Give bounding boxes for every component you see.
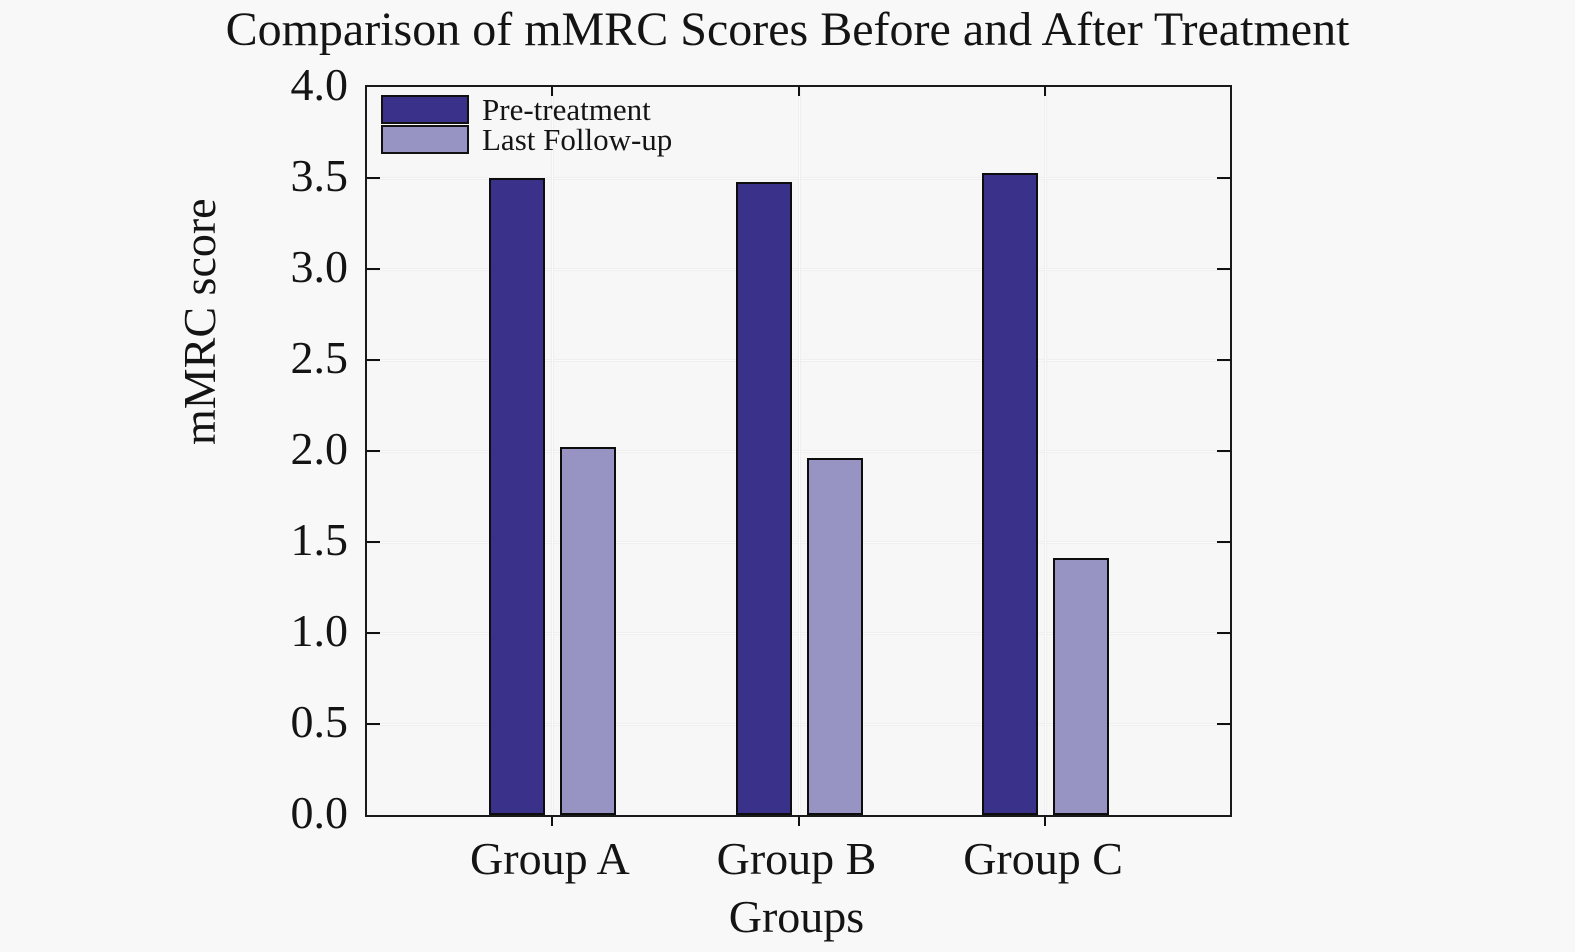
y-tick-left — [367, 632, 380, 634]
y-tick-label: 3.5 — [290, 150, 349, 201]
bar-group-c-last-follow-up — [1053, 558, 1110, 815]
v-gridline — [1044, 87, 1048, 815]
y-tick-left — [367, 268, 380, 270]
plot-area: Pre-treatment Last Follow-up — [365, 85, 1232, 826]
legend-item: Pre-treatment — [381, 91, 672, 127]
x-tick-bottom — [550, 817, 553, 826]
y-tick-right — [1217, 632, 1230, 634]
legend: Pre-treatment Last Follow-up — [381, 91, 673, 157]
legend-label-pre-treatment: Pre-treatment — [482, 91, 651, 127]
y-tick-label: 0.5 — [290, 696, 349, 747]
y-tick-left — [367, 359, 380, 361]
chart-title: Comparison of mMRC Scores Before and Aft… — [225, 3, 1350, 56]
v-gridline — [550, 87, 554, 815]
y-tick-right — [1217, 541, 1230, 543]
y-tick-right — [1217, 359, 1230, 361]
legend-label-last-follow-up: Last Follow-up — [482, 121, 673, 157]
bar-group-a-pre-treatment — [488, 178, 545, 815]
x-tick-top — [550, 87, 553, 96]
y-tick-label: 1.5 — [290, 514, 349, 565]
bar-group-b-pre-treatment — [735, 181, 792, 815]
y-tick-left — [367, 177, 380, 179]
legend-swatch-last-follow-up — [381, 124, 469, 154]
y-tick-label: 2.0 — [290, 423, 349, 474]
y-tick-label: 0.0 — [290, 787, 349, 838]
y-tick-label: 1.0 — [290, 605, 349, 656]
legend-item: Last Follow-up — [381, 121, 673, 157]
y-tick-left — [367, 541, 380, 543]
y-tick-left — [367, 723, 380, 725]
x-axis-label: Groups — [728, 891, 865, 942]
x-tick-top — [797, 87, 800, 96]
y-tick-label: 4.0 — [290, 59, 349, 110]
bar-group-b-last-follow-up — [806, 458, 863, 815]
x-tick-bottom — [1044, 817, 1047, 826]
x-tick-top — [1044, 87, 1047, 96]
y-tick-right — [1217, 268, 1230, 270]
y-tick-right — [1217, 450, 1230, 452]
x-tick-bottom — [797, 817, 800, 826]
bar-group-c-pre-treatment — [982, 172, 1039, 815]
legend-swatch-pre-treatment — [381, 94, 469, 124]
y-tick-right — [1217, 177, 1230, 179]
y-tick-label: 3.0 — [290, 241, 349, 292]
y-tick-label: 2.5 — [290, 332, 349, 383]
x-tick-label: Group B — [716, 833, 877, 884]
y-tick-left — [367, 450, 380, 452]
x-tick-label: Group C — [963, 833, 1123, 884]
v-gridline — [797, 87, 801, 815]
bar-group-a-last-follow-up — [559, 447, 616, 815]
x-tick-label: Group A — [470, 833, 630, 884]
y-tick-right — [1217, 723, 1230, 725]
